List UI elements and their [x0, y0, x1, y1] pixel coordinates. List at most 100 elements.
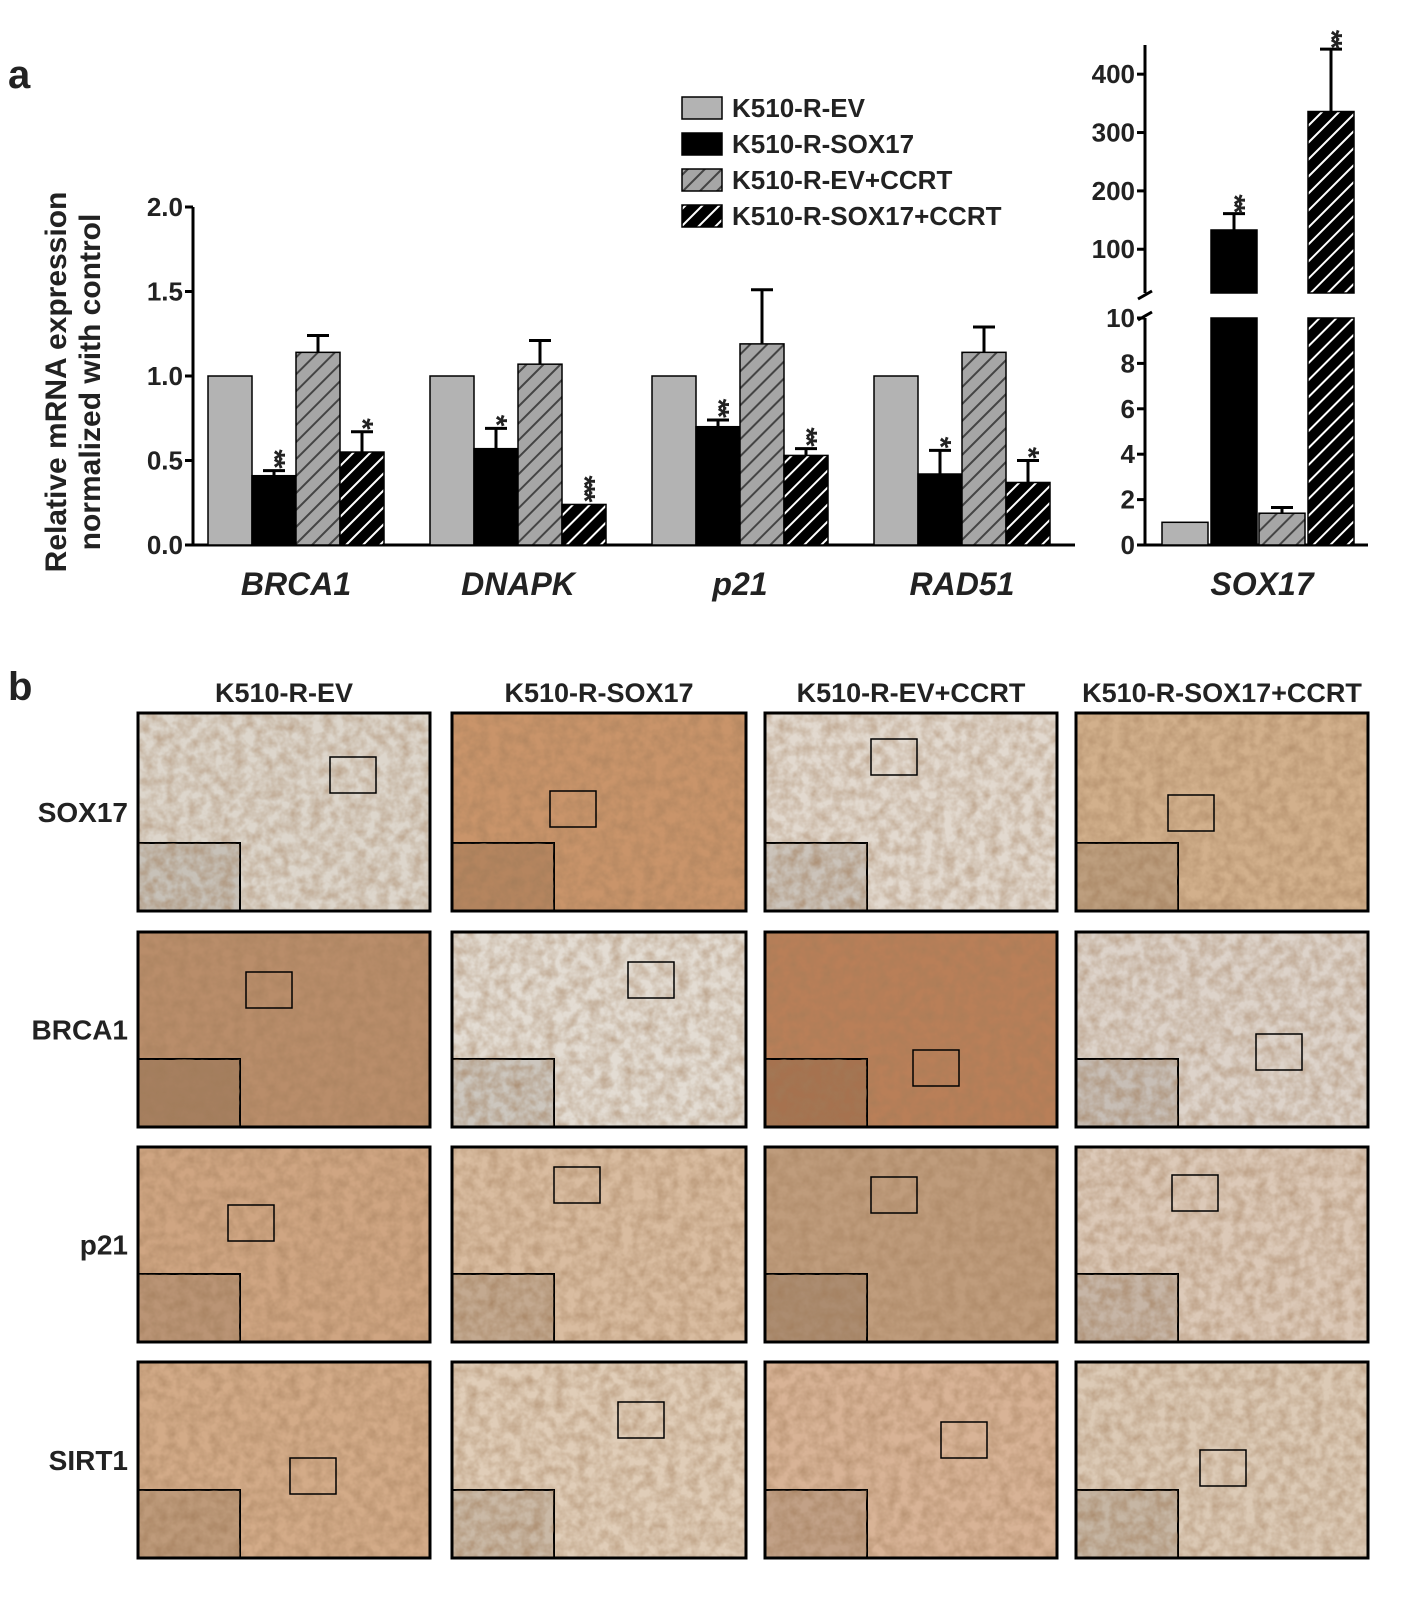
inset-texture: [765, 843, 867, 911]
bar: [783, 454, 829, 546]
bar: [1258, 512, 1306, 546]
y-axis-label: normalized with control: [74, 214, 107, 551]
y-tick-label: 4: [1121, 439, 1136, 469]
ihc-image: [1074, 1360, 1370, 1560]
y-tick-label: 2.0: [147, 192, 183, 222]
bar: [339, 451, 385, 546]
error-bar: [263, 469, 285, 476]
bar: [1161, 521, 1209, 546]
inset-texture: [452, 1490, 554, 1558]
ihc-image: [136, 1360, 432, 1560]
column-header: K510-R-EV: [215, 678, 353, 708]
error-bar: [1320, 47, 1342, 112]
x-tick-label: BRCA1: [241, 566, 351, 602]
legend-swatch: [681, 132, 723, 156]
inset-texture: [452, 843, 554, 911]
ihc-image: [1074, 930, 1370, 1129]
y-tick-label: 10: [1106, 303, 1135, 333]
inset-texture: [452, 1059, 554, 1127]
error-bar: [307, 333, 329, 353]
y-tick-label: 1.5: [147, 277, 183, 307]
legend-label: K510-R-SOX17+CCRT: [732, 201, 1002, 231]
image-frame: [136, 1360, 432, 1560]
zoom-box: [627, 961, 675, 999]
error-bar: [973, 325, 995, 353]
error-bar: [1223, 212, 1245, 230]
bar: [473, 447, 519, 546]
panel-label: b: [8, 665, 32, 709]
legend-swatch: [681, 168, 723, 192]
legend-swatch: [681, 96, 723, 120]
inset-texture: [138, 843, 240, 911]
zoom-box: [870, 738, 918, 776]
error-bar: [485, 426, 507, 449]
significance: *: [1012, 447, 1045, 459]
ihc-image: [136, 930, 432, 1129]
x-tick-label: SOX17: [1210, 566, 1315, 602]
inset-texture: [138, 1490, 240, 1558]
x-tick-label: DNAPK: [461, 566, 578, 602]
row-label: BRCA1: [32, 1015, 128, 1046]
zoom-box: [1167, 794, 1215, 832]
zoom-box: [1199, 1449, 1247, 1487]
bar: [517, 363, 563, 546]
inset-texture: [1076, 1490, 1178, 1558]
bar: [917, 473, 963, 546]
error-bar: [1271, 506, 1293, 514]
error-bar: [795, 447, 817, 456]
zoom-box: [329, 756, 377, 794]
bar: [739, 343, 785, 546]
ihc-image: [450, 1145, 748, 1344]
error-bar: [351, 430, 373, 453]
zoom-box: [1255, 1033, 1303, 1071]
error-bar: [1017, 459, 1039, 483]
y-tick-label: 0: [1121, 530, 1135, 560]
image-frame: [763, 711, 1059, 913]
y-tick-label: 1.0: [147, 361, 183, 391]
image-frame: [1074, 930, 1370, 1129]
significance: *: [346, 418, 379, 430]
bar: [961, 351, 1007, 546]
zoom-box: [227, 1204, 275, 1242]
ihc-image: [763, 1145, 1059, 1344]
image-frame: [136, 1145, 432, 1344]
axis-break: [1137, 289, 1153, 301]
y-tick-label: 8: [1121, 348, 1135, 378]
bar: [651, 375, 697, 546]
y-tick-label: 300: [1092, 118, 1135, 148]
inset-texture: [765, 1059, 867, 1127]
inset-texture: [452, 1274, 554, 1342]
zoom-box: [553, 1166, 601, 1204]
image-frame: [1074, 711, 1370, 913]
bar: [873, 375, 919, 546]
error-bar: [529, 339, 551, 365]
image-frame: [1074, 1360, 1370, 1560]
image-frame: [136, 711, 432, 913]
y-axis-label: Relative mRNA expression: [40, 192, 73, 573]
ihc-image: [450, 711, 748, 913]
bar: [561, 503, 607, 546]
bar: [295, 351, 341, 546]
error-bar: [929, 448, 951, 475]
legend-label: K510-R-EV+CCRT: [732, 165, 952, 195]
image-frame: [450, 1145, 748, 1344]
y-tick-label: 2: [1121, 485, 1135, 515]
zoom-box: [940, 1421, 988, 1459]
image-frame: [763, 1360, 1059, 1560]
significance: **: [790, 427, 823, 447]
image-frame: [763, 930, 1059, 1129]
bar-lower: [1210, 317, 1258, 546]
y-tick-label: 200: [1092, 176, 1135, 206]
x-tick-label: RAD51: [910, 566, 1015, 602]
error-bar: [707, 418, 729, 427]
column-header: K510-R-SOX17+CCRT: [1082, 678, 1362, 708]
inset-texture: [138, 1274, 240, 1342]
ihc-image: [763, 930, 1059, 1129]
ihc-image: [1074, 711, 1370, 913]
image-frame: [450, 711, 748, 913]
bar: [429, 375, 475, 546]
y-tick-label: 6: [1121, 394, 1135, 424]
image-frame: [136, 930, 432, 1129]
zoom-box: [912, 1049, 960, 1087]
significance: **: [702, 399, 735, 419]
